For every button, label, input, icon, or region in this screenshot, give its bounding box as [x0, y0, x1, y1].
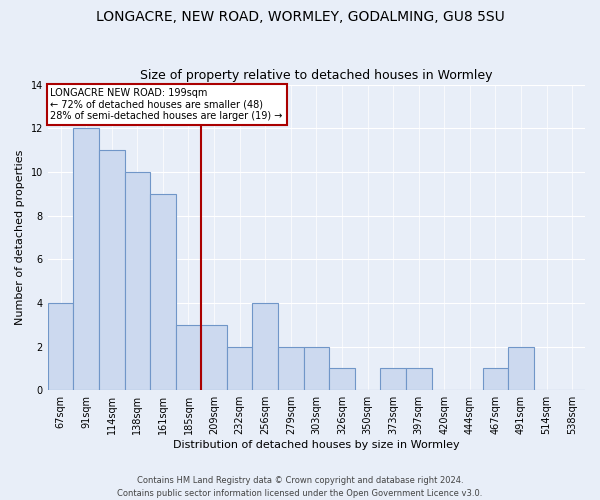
Bar [482, 368, 508, 390]
Text: Contains HM Land Registry data © Crown copyright and database right 2024.
Contai: Contains HM Land Registry data © Crown c… [118, 476, 482, 498]
Y-axis label: Number of detached properties: Number of detached properties [15, 150, 25, 325]
Bar [201, 324, 227, 390]
Bar [176, 324, 201, 390]
Bar [304, 346, 329, 390]
Text: LONGACRE NEW ROAD: 199sqm
← 72% of detached houses are smaller (48)
28% of semi-: LONGACRE NEW ROAD: 199sqm ← 72% of detac… [50, 88, 283, 121]
Bar [380, 368, 406, 390]
Bar [48, 303, 73, 390]
X-axis label: Distribution of detached houses by size in Wormley: Distribution of detached houses by size … [173, 440, 460, 450]
Text: LONGACRE, NEW ROAD, WORMLEY, GODALMING, GU8 5SU: LONGACRE, NEW ROAD, WORMLEY, GODALMING, … [95, 10, 505, 24]
Title: Size of property relative to detached houses in Wormley: Size of property relative to detached ho… [140, 69, 493, 82]
Bar [329, 368, 355, 390]
Bar [150, 194, 176, 390]
Bar [278, 346, 304, 390]
Bar [99, 150, 125, 390]
Bar [508, 346, 534, 390]
Bar [125, 172, 150, 390]
Bar [73, 128, 99, 390]
Bar [253, 303, 278, 390]
Bar [227, 346, 253, 390]
Bar [406, 368, 431, 390]
